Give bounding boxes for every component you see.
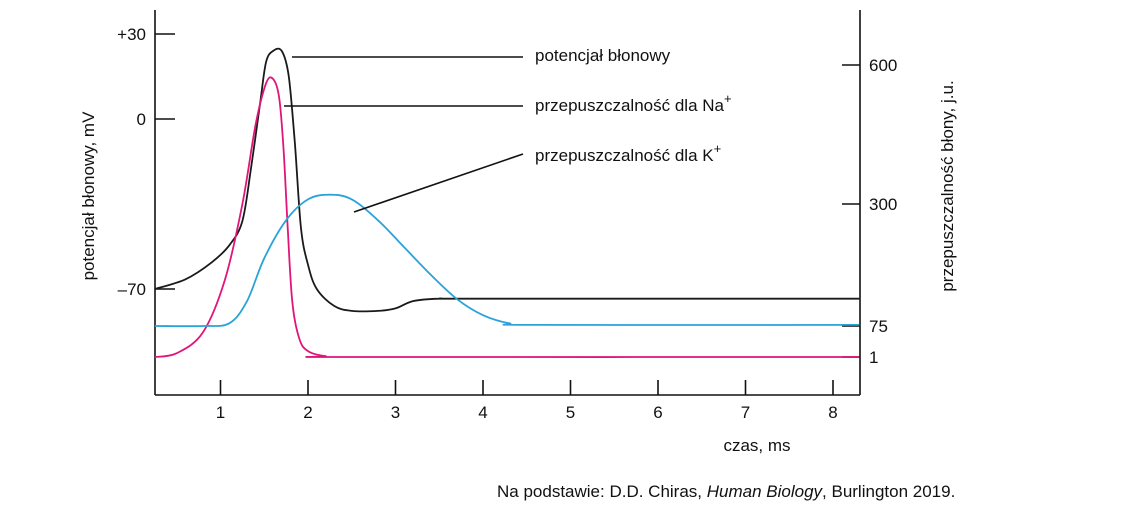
series-layer [154, 47, 860, 358]
series-label-na-permeability: przepuszczalność dla Na+ [535, 91, 732, 115]
series-label-na-text: przepuszczalność dla Na [535, 96, 725, 115]
source-citation: Na podstawie: D.D. Chiras, Human Biology… [497, 482, 955, 502]
x-axis-title: czas, ms [723, 436, 790, 455]
right-y-tick-label: 1 [869, 348, 878, 367]
series-label-na-sup: + [724, 91, 732, 106]
right-y-axis-title: przepuszczalność błony, j.u. [938, 80, 957, 291]
left-y-tick-label: –70 [118, 280, 146, 299]
right-y-tick-label: 300 [869, 195, 897, 214]
x-axis-ticks: 1 2 3 4 5 6 7 8 [216, 380, 838, 422]
x-tick-label: 4 [478, 403, 487, 422]
right-y-tick-label: 75 [869, 317, 888, 336]
x-tick-label: 5 [566, 403, 575, 422]
x-tick-label: 7 [741, 403, 750, 422]
series-label-k-text: przepuszczalność dla K [535, 146, 714, 165]
na-permeability-line [154, 76, 860, 358]
x-tick-label: 6 [653, 403, 662, 422]
series-label-k-sup: + [714, 141, 722, 156]
action-potential-chart: 1 2 3 4 5 6 7 8 +30 0 –70 600 300 75 1 potencjał bło… [79, 10, 957, 455]
k-permeability-line [154, 193, 860, 328]
source-book-title: Human Biology [706, 482, 823, 501]
right-y-tick-label: 600 [869, 56, 897, 75]
x-tick-label: 8 [828, 403, 837, 422]
x-tick-label: 1 [216, 403, 225, 422]
membrane-potential-line [154, 47, 860, 313]
left-y-axis-ticks: +30 0 –70 [117, 25, 175, 299]
source-suffix: , Burlington 2019. [822, 482, 956, 501]
left-y-tick-label: +30 [117, 25, 146, 44]
x-tick-label: 3 [391, 403, 400, 422]
left-y-tick-label: 0 [137, 110, 146, 129]
x-tick-label: 2 [303, 403, 312, 422]
series-label-membrane-potential: potencjał błonowy [535, 46, 671, 65]
left-y-axis-title: potencjał błonowy, mV [79, 111, 98, 280]
source-prefix: Na podstawie: D.D. Chiras, [497, 482, 707, 501]
leader-line-k-permeability [353, 153, 524, 213]
right-y-axis-ticks: 600 300 75 1 [842, 56, 897, 367]
series-label-k-permeability: przepuszczalność dla K+ [535, 141, 721, 165]
